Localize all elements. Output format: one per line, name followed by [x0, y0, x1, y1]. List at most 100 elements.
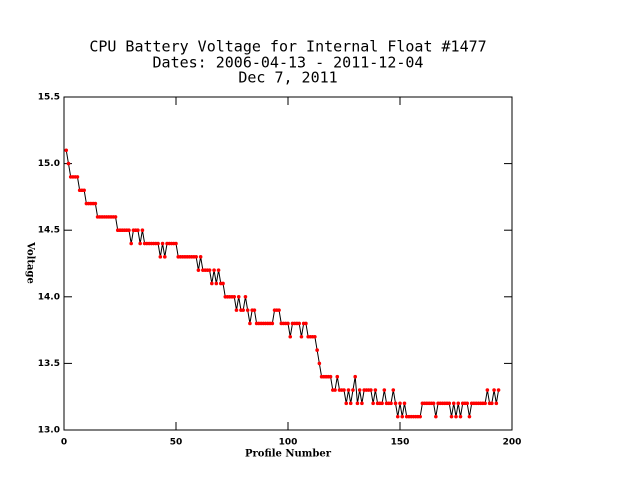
data-point	[382, 388, 387, 392]
data-point	[389, 401, 393, 406]
data-point	[398, 401, 402, 406]
data-point	[328, 374, 333, 379]
x-tick-label: 150	[391, 438, 410, 448]
data-point	[369, 388, 373, 392]
x-tick-label: 50	[170, 438, 183, 448]
data-point	[456, 401, 461, 406]
data-point	[232, 295, 237, 299]
data-point	[243, 295, 248, 299]
data-point	[234, 308, 239, 312]
data-point	[75, 175, 80, 179]
data-point	[286, 321, 290, 326]
data-point	[277, 308, 281, 312]
data-point	[214, 281, 219, 286]
data-point	[393, 401, 398, 406]
data-point	[348, 401, 353, 406]
data-point	[485, 388, 490, 392]
data-point	[418, 414, 422, 419]
data-point	[333, 388, 337, 392]
data-point	[160, 241, 165, 246]
data-point	[447, 401, 452, 406]
data-point	[360, 401, 364, 406]
y-tick-label: 15.0	[38, 159, 60, 169]
data-point	[451, 401, 456, 406]
x-tick-label: 200	[503, 438, 522, 448]
data-point	[136, 228, 140, 232]
data-point	[198, 255, 203, 259]
data-point	[371, 401, 375, 406]
data-point	[66, 161, 71, 166]
data-point	[210, 281, 214, 286]
y-tick-label: 15.5	[38, 93, 60, 103]
data-point	[82, 188, 86, 193]
chart-date: Dec 7, 2011	[238, 69, 337, 87]
data-point	[496, 388, 501, 392]
data-point	[483, 401, 487, 406]
data-point	[391, 388, 396, 392]
data-point	[236, 295, 241, 299]
data-point	[355, 401, 360, 406]
data-point	[212, 268, 216, 272]
data-point	[335, 374, 340, 379]
data-point	[373, 388, 378, 392]
data-point	[353, 374, 358, 379]
data-point	[449, 414, 454, 419]
data-point	[127, 228, 131, 232]
data-point	[357, 388, 362, 392]
x-tick-label: 100	[279, 438, 298, 448]
data-point	[431, 401, 436, 406]
chart-subtitle: Dates: 2006-04-13 - 2011-12-04	[153, 54, 424, 72]
data-point	[270, 321, 275, 326]
data-point	[138, 241, 142, 246]
data-point	[299, 334, 304, 339]
data-point	[221, 281, 225, 286]
data-point	[402, 401, 407, 406]
data-point	[129, 241, 133, 246]
data-point	[454, 414, 458, 419]
data-point	[93, 201, 98, 206]
data-point	[465, 401, 470, 406]
data-point	[156, 241, 160, 246]
y-tick-label: 13.5	[38, 359, 60, 369]
data-point	[245, 308, 250, 312]
data-point	[344, 401, 349, 406]
data-point	[458, 414, 463, 419]
data-point	[342, 388, 346, 392]
data-point	[315, 348, 319, 352]
data-point	[196, 268, 201, 272]
y-tick-label: 14.5	[38, 226, 60, 236]
data-point	[64, 148, 69, 153]
plot-frame	[63, 96, 513, 431]
data-point	[241, 308, 245, 312]
data-point	[140, 228, 145, 232]
data-point	[400, 414, 405, 419]
y-tick-label: 14.0	[38, 292, 60, 302]
data-point	[304, 321, 308, 326]
data-point	[252, 308, 257, 312]
x-tick-label: 0	[61, 438, 67, 448]
series-line	[65, 150, 500, 418]
data-point	[174, 241, 178, 246]
data-point	[248, 321, 252, 326]
data-point	[490, 401, 494, 406]
data-point	[395, 414, 400, 419]
data-point	[434, 414, 438, 419]
data-point	[113, 215, 118, 219]
data-point	[163, 255, 167, 259]
data-point	[207, 268, 212, 272]
data-point	[492, 388, 496, 392]
data-point	[194, 255, 198, 259]
data-point	[380, 401, 384, 406]
data-point	[351, 388, 355, 392]
data-point	[467, 414, 472, 419]
data-point	[288, 334, 293, 339]
data-point	[494, 401, 499, 406]
data-point	[313, 334, 317, 339]
data-point	[297, 321, 302, 326]
x-axis-label: Profile Number	[245, 449, 332, 460]
data-point	[317, 361, 322, 366]
chart-title: CPU Battery Voltage for Internal Float #…	[89, 38, 486, 56]
y-axis-label: Voltage	[25, 241, 36, 284]
y-tick-label: 13.0	[38, 426, 60, 436]
